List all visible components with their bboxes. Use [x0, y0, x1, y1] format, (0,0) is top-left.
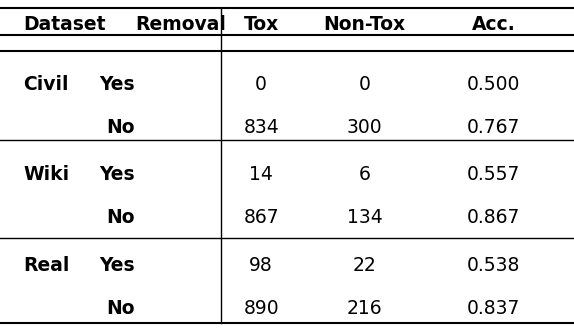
Text: Wiki: Wiki: [23, 165, 69, 184]
Text: No: No: [106, 299, 135, 318]
Text: Yes: Yes: [99, 165, 135, 184]
Text: Real: Real: [23, 256, 69, 275]
Text: Acc.: Acc.: [472, 15, 515, 34]
Text: 0.557: 0.557: [467, 165, 520, 184]
Text: 0.500: 0.500: [467, 75, 520, 94]
Text: Removal: Removal: [135, 15, 226, 34]
Text: 134: 134: [347, 208, 382, 227]
Text: 867: 867: [243, 208, 279, 227]
Text: Yes: Yes: [99, 256, 135, 275]
Text: Non-Tox: Non-Tox: [323, 15, 406, 34]
Text: 890: 890: [243, 299, 279, 318]
Text: 0.767: 0.767: [467, 117, 520, 137]
Text: 0.538: 0.538: [467, 256, 520, 275]
Text: 216: 216: [347, 299, 382, 318]
Text: 6: 6: [359, 165, 370, 184]
Text: 0: 0: [255, 75, 267, 94]
Text: No: No: [106, 208, 135, 227]
Text: Yes: Yes: [99, 75, 135, 94]
Text: 14: 14: [249, 165, 273, 184]
Text: No: No: [106, 117, 135, 137]
Text: 0: 0: [359, 75, 370, 94]
Text: 98: 98: [249, 256, 273, 275]
Text: 0.837: 0.837: [467, 299, 520, 318]
Text: 834: 834: [243, 117, 279, 137]
Text: 300: 300: [347, 117, 382, 137]
Text: 0.867: 0.867: [467, 208, 520, 227]
Text: 22: 22: [352, 256, 377, 275]
Text: Tox: Tox: [243, 15, 279, 34]
Text: Civil: Civil: [23, 75, 68, 94]
Text: Dataset: Dataset: [23, 15, 106, 34]
